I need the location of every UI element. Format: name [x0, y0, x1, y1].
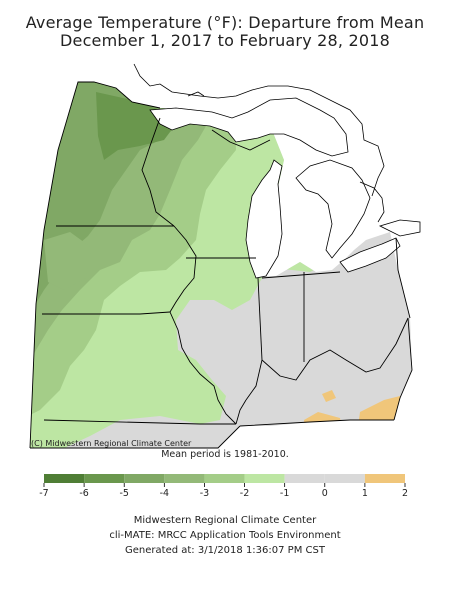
shore-georgian-bay — [359, 181, 385, 223]
legend-tick-label: -4 — [159, 488, 170, 499]
border-mi-in-oh — [261, 271, 341, 279]
legend-tick-label: 1 — [361, 488, 368, 499]
great-lakes — [149, 97, 421, 279]
legend-swatch-2 — [124, 474, 165, 483]
footer-organization: Midwestern Regional Climate Center — [133, 515, 317, 526]
lake-huron — [295, 159, 371, 259]
land-outline — [29, 81, 161, 449]
lake-michigan — [245, 159, 283, 279]
shade-iowa-blotch — [44, 232, 92, 290]
shade-michigan-patch — [278, 220, 326, 262]
border-il-in — [245, 277, 263, 401]
border-ia-mo — [42, 311, 171, 315]
legend-colorbar — [43, 474, 406, 487]
border-il-ky-river — [235, 399, 247, 425]
shade-minus5-to-minus6 — [96, 92, 176, 160]
legend-tick-label: 0 — [321, 488, 328, 499]
border-mn-wi — [141, 117, 175, 227]
shade-plus1-to-plus2-small — [322, 390, 336, 402]
legend-tick-label: -7 — [39, 488, 49, 499]
border-wi-mi-up — [211, 129, 271, 151]
border-east — [393, 317, 413, 421]
border-mo-ar-line — [43, 419, 236, 425]
legend-tick-label: -5 — [119, 488, 129, 499]
legend-tick-label: 2 — [401, 488, 409, 499]
map-title-line2: December 1, 2017 to February 28, 2018 — [60, 31, 390, 50]
copyright-credit: (C) Midwestern Regional Climate Center — [31, 439, 192, 448]
legend-swatch-0 — [44, 474, 85, 483]
border-mo-il-river — [169, 311, 237, 425]
footer-generated-time: Generated at: 3/1/2018 1:36:07 PM CST — [125, 545, 325, 556]
isle-royale — [187, 91, 205, 97]
border-mo-south — [30, 425, 241, 449]
border-oh-ky — [261, 317, 409, 381]
map-title-line1: Average Temperature (°F): Departure from… — [25, 13, 425, 32]
legend-swatch-8 — [364, 474, 405, 483]
legend-swatch-6 — [284, 474, 325, 483]
border-ky-tn — [239, 419, 394, 427]
border-ia-il — [169, 225, 197, 313]
legend-tick-label: -1 — [279, 488, 290, 499]
legend-swatch-5 — [244, 474, 285, 483]
state-borders — [29, 81, 413, 449]
legend-tick-label: -6 — [79, 488, 89, 499]
legend-swatch-4 — [204, 474, 245, 483]
legend-tick-label: -3 — [199, 488, 210, 499]
lake-ontario-edge — [378, 219, 421, 237]
legend-swatch-1 — [84, 474, 125, 483]
mean-period-note: Mean period is 1981-2010. — [161, 449, 289, 460]
shore-north-superior — [133, 63, 385, 197]
canada-shoreline — [133, 63, 385, 223]
legend-swatch-7 — [324, 474, 365, 483]
lake-superior — [149, 97, 349, 157]
legend-tick-label: -2 — [239, 488, 250, 499]
border-oh-pa — [395, 237, 411, 319]
footer-application: cli-MATE: MRCC Application Tools Environ… — [109, 530, 341, 541]
lake-erie — [339, 237, 401, 273]
legend-swatch-3 — [164, 474, 205, 483]
